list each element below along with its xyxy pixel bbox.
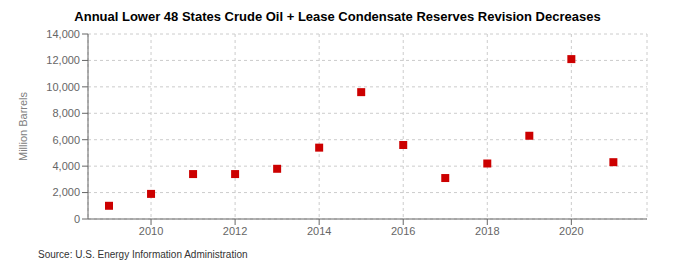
- svg-text:2,000: 2,000: [52, 186, 80, 198]
- svg-text:Million Barrels: Million Barrels: [17, 91, 29, 161]
- svg-text:10,000: 10,000: [46, 81, 80, 93]
- svg-text:0: 0: [74, 213, 80, 225]
- svg-text:2020: 2020: [559, 225, 583, 237]
- svg-text:4,000: 4,000: [52, 160, 80, 172]
- svg-text:2016: 2016: [391, 225, 415, 237]
- svg-text:2010: 2010: [139, 225, 163, 237]
- svg-text:2018: 2018: [475, 225, 499, 237]
- svg-text:8,000: 8,000: [52, 107, 80, 119]
- svg-text:12,000: 12,000: [46, 54, 80, 66]
- html-text:Source: U.S. Energy Informatio: Source: U.S. Energy Information Administ…: [38, 249, 248, 260]
- svg-text:2012: 2012: [223, 225, 247, 237]
- html-text:Annual Lower 48 States Crude O: Annual Lower 48 States Crude Oil + Lease…: [74, 9, 601, 24]
- svg-text:6,000: 6,000: [52, 134, 80, 146]
- svg-text:2014: 2014: [307, 225, 331, 237]
- svg-text:14,000: 14,000: [46, 28, 80, 40]
